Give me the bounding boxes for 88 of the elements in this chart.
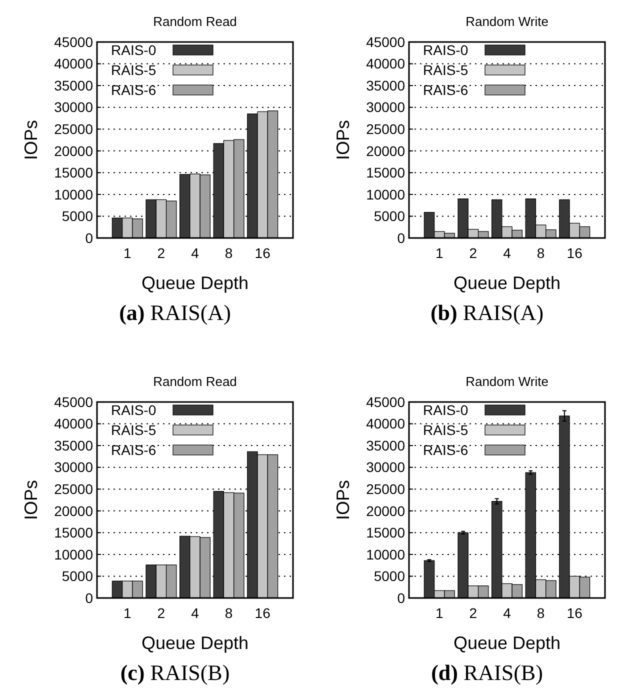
y-tick-label: 35000 [366, 437, 406, 454]
y-tick-label: 15000 [366, 164, 406, 181]
y-tick-label: 45000 [366, 34, 406, 50]
x-tick-label: 1 [436, 245, 444, 261]
x-tick-label: 2 [469, 245, 478, 261]
chart-title: Random Read [153, 14, 237, 29]
chart-title: Random Write [466, 14, 548, 29]
legend-label: RAIS-0 [111, 42, 156, 58]
legend-label: RAIS-6 [111, 82, 156, 98]
x-tick-label: 16 [254, 605, 271, 621]
y-tick-label: 0 [85, 230, 94, 246]
x-tick-label: 8 [224, 605, 233, 621]
y-tick-label: 0 [397, 590, 406, 606]
x-axis-title: Queue Depth [453, 633, 561, 653]
y-tick-label: 20000 [366, 502, 406, 519]
y-tick-label: 40000 [54, 56, 94, 72]
x-tick-label: 4 [503, 245, 512, 261]
y-tick-label: 10000 [54, 186, 94, 202]
y-axis-title: IOPs [333, 120, 353, 160]
y-tick-label: 45000 [366, 394, 406, 410]
x-axis-title: Queue Depth [141, 633, 249, 653]
y-tick-label: 5000 [62, 568, 94, 584]
y-tick-label: 40000 [54, 416, 94, 432]
x-tick-label: 2 [157, 605, 166, 621]
y-tick-label: 15000 [54, 164, 94, 181]
y-tick-label: 25000 [54, 481, 94, 498]
y-tick-label: 10000 [366, 186, 406, 202]
chart-title: Random Read [153, 374, 237, 389]
x-axis-title: Queue Depth [141, 273, 249, 293]
y-tick-label: 5000 [62, 208, 94, 224]
chart-title: Random Write [466, 374, 548, 389]
x-tick-label: 4 [191, 605, 200, 621]
x-tick-label: 1 [436, 605, 444, 621]
x-tick-label: 8 [224, 245, 233, 261]
x-tick-label: 8 [536, 245, 545, 261]
y-tick-label: 10000 [366, 546, 406, 562]
x-tick-label: 16 [254, 245, 271, 261]
y-tick-label: 30000 [54, 99, 94, 116]
y-tick-label: 15000 [366, 524, 406, 541]
x-tick-label: 16 [566, 245, 583, 261]
y-tick-label: 25000 [54, 121, 94, 138]
y-tick-label: 30000 [54, 459, 94, 476]
text: (b) RAIS(A) [430, 300, 544, 325]
legend-label: RAIS-6 [423, 82, 468, 98]
y-tick-label: 45000 [54, 34, 94, 50]
y-tick-label: 0 [397, 230, 406, 246]
legend-label: RAIS-6 [423, 442, 468, 458]
y-tick-label: 25000 [366, 481, 406, 498]
legend-label: RAIS-6 [111, 442, 156, 458]
y-tick-label: 15000 [54, 524, 94, 541]
y-tick-label: 40000 [366, 56, 406, 72]
y-tick-label: 30000 [366, 459, 406, 476]
legend-label: RAIS-5 [111, 422, 156, 438]
text: (c) RAIS(B) [120, 660, 230, 685]
x-tick-label: 1 [124, 245, 132, 261]
text: (d) RAIS(B) [431, 660, 543, 685]
y-tick-label: 20000 [54, 142, 94, 159]
y-tick-label: 10000 [54, 546, 94, 562]
y-tick-label: 40000 [366, 416, 406, 432]
y-axis-title: IOPs [333, 480, 353, 520]
x-tick-label: 8 [536, 605, 545, 621]
x-tick-label: 2 [469, 605, 478, 621]
y-tick-label: 25000 [366, 121, 406, 138]
y-tick-label: 45000 [54, 394, 94, 410]
x-axis-title: Queue Depth [453, 273, 561, 293]
legend-label: RAIS-0 [423, 402, 468, 418]
x-tick-label: 16 [566, 605, 583, 621]
y-axis-title: IOPs [21, 120, 41, 160]
x-tick-label: 4 [503, 605, 512, 621]
text: (a) RAIS(A) [119, 300, 231, 325]
legend-label: RAIS-5 [423, 422, 468, 438]
x-tick-label: 1 [124, 605, 132, 621]
y-axis-title: IOPs [21, 480, 41, 520]
legend-label: RAIS-5 [423, 62, 468, 78]
x-tick-label: 4 [191, 245, 200, 261]
y-tick-label: 35000 [54, 77, 94, 94]
legend-label: RAIS-5 [111, 62, 156, 78]
legend-label: RAIS-0 [111, 402, 156, 418]
legend-label: RAIS-0 [423, 42, 468, 58]
y-tick-label: 5000 [374, 568, 406, 584]
y-tick-label: 0 [85, 590, 94, 606]
y-tick-label: 20000 [366, 142, 406, 159]
y-tick-label: 5000 [374, 208, 406, 224]
x-tick-label: 2 [157, 245, 166, 261]
y-tick-label: 35000 [366, 77, 406, 94]
y-tick-label: 20000 [54, 502, 94, 519]
y-tick-label: 35000 [54, 437, 94, 454]
y-tick-label: 30000 [366, 99, 406, 116]
